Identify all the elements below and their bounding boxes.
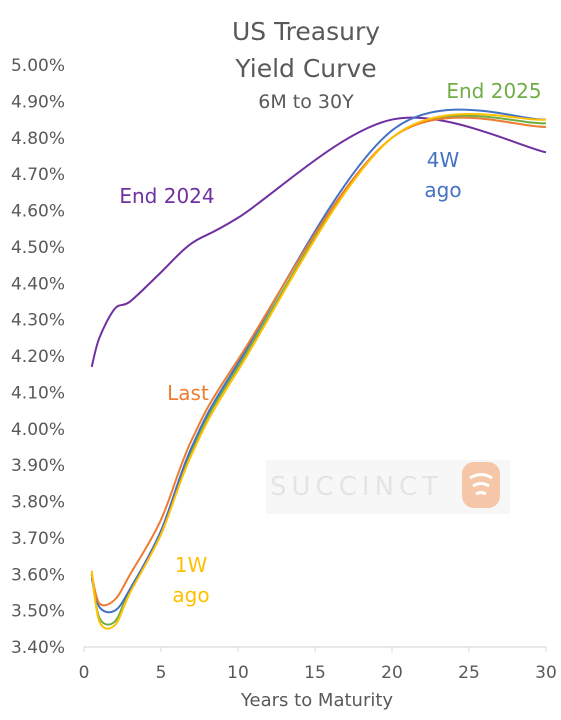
y-tick-label: 4.70% bbox=[11, 165, 65, 185]
watermark-logo-icon bbox=[462, 462, 500, 508]
y-tick-label: 3.90% bbox=[11, 456, 65, 476]
watermark-text: SUCCINCT bbox=[270, 472, 443, 502]
y-tick-label: 4.80% bbox=[11, 129, 65, 149]
y-tick-label: 5.00% bbox=[11, 56, 65, 76]
y-tick-label: 3.40% bbox=[11, 638, 65, 658]
x-tick-label: 10 bbox=[227, 663, 249, 683]
y-tick-label: 4.50% bbox=[11, 238, 65, 258]
series-label-end-2025: End 2025 bbox=[446, 79, 541, 103]
series-label-4w-ago: ago bbox=[424, 178, 461, 202]
y-tick-label: 4.90% bbox=[11, 92, 65, 112]
x-tick-label: 5 bbox=[156, 663, 167, 683]
x-tick-label: 15 bbox=[304, 663, 326, 683]
y-tick-label: 4.10% bbox=[11, 383, 65, 403]
series-line-4w-ago bbox=[90, 108, 547, 614]
y-tick-label: 4.40% bbox=[11, 274, 65, 294]
series-label-1w-ago: 1W bbox=[175, 553, 208, 577]
series-label-1w-ago: ago bbox=[172, 583, 209, 607]
chart-title: US Treasury bbox=[232, 17, 380, 46]
x-tick-label: 0 bbox=[79, 663, 90, 683]
y-tick-label: 3.70% bbox=[11, 529, 65, 549]
y-tick-label: 3.80% bbox=[11, 493, 65, 513]
y-tick-label: 4.20% bbox=[11, 347, 65, 367]
series-label-end-2024: End 2024 bbox=[119, 184, 214, 208]
series-line-end-2024 bbox=[90, 116, 547, 368]
series-lines bbox=[90, 108, 547, 630]
x-tick-label: 20 bbox=[381, 663, 403, 683]
y-tick-label: 4.30% bbox=[11, 311, 65, 331]
x-tick-label: 30 bbox=[535, 663, 557, 683]
y-axis-tick-labels: 3.40% 3.50% 3.60% 3.70% 3.80% 3.90% 4.00% 4.10%… bbox=[11, 56, 65, 658]
series-labels: End 2024 End 2025 4W ago Last 1W ago bbox=[119, 79, 541, 607]
x-tick-label: 25 bbox=[458, 663, 480, 683]
y-tick-label: 4.00% bbox=[11, 420, 65, 440]
watermark: SUCCINCT bbox=[266, 460, 510, 514]
y-tick-label: 3.50% bbox=[11, 602, 65, 622]
series-line-1w-ago bbox=[90, 112, 547, 630]
chart-subtitle: 6M to 30Y bbox=[258, 91, 354, 113]
x-axis-tick-labels: 0 5 10 15 20 25 30 bbox=[79, 647, 557, 683]
series-label-last: Last bbox=[167, 381, 209, 405]
y-tick-label: 4.60% bbox=[11, 202, 65, 222]
chart-title-line2: Yield Curve bbox=[234, 54, 376, 83]
y-tick-label: 3.60% bbox=[11, 565, 65, 585]
x-axis-title: Years to Maturity bbox=[240, 690, 393, 711]
series-label-4w-ago: 4W bbox=[427, 148, 460, 172]
